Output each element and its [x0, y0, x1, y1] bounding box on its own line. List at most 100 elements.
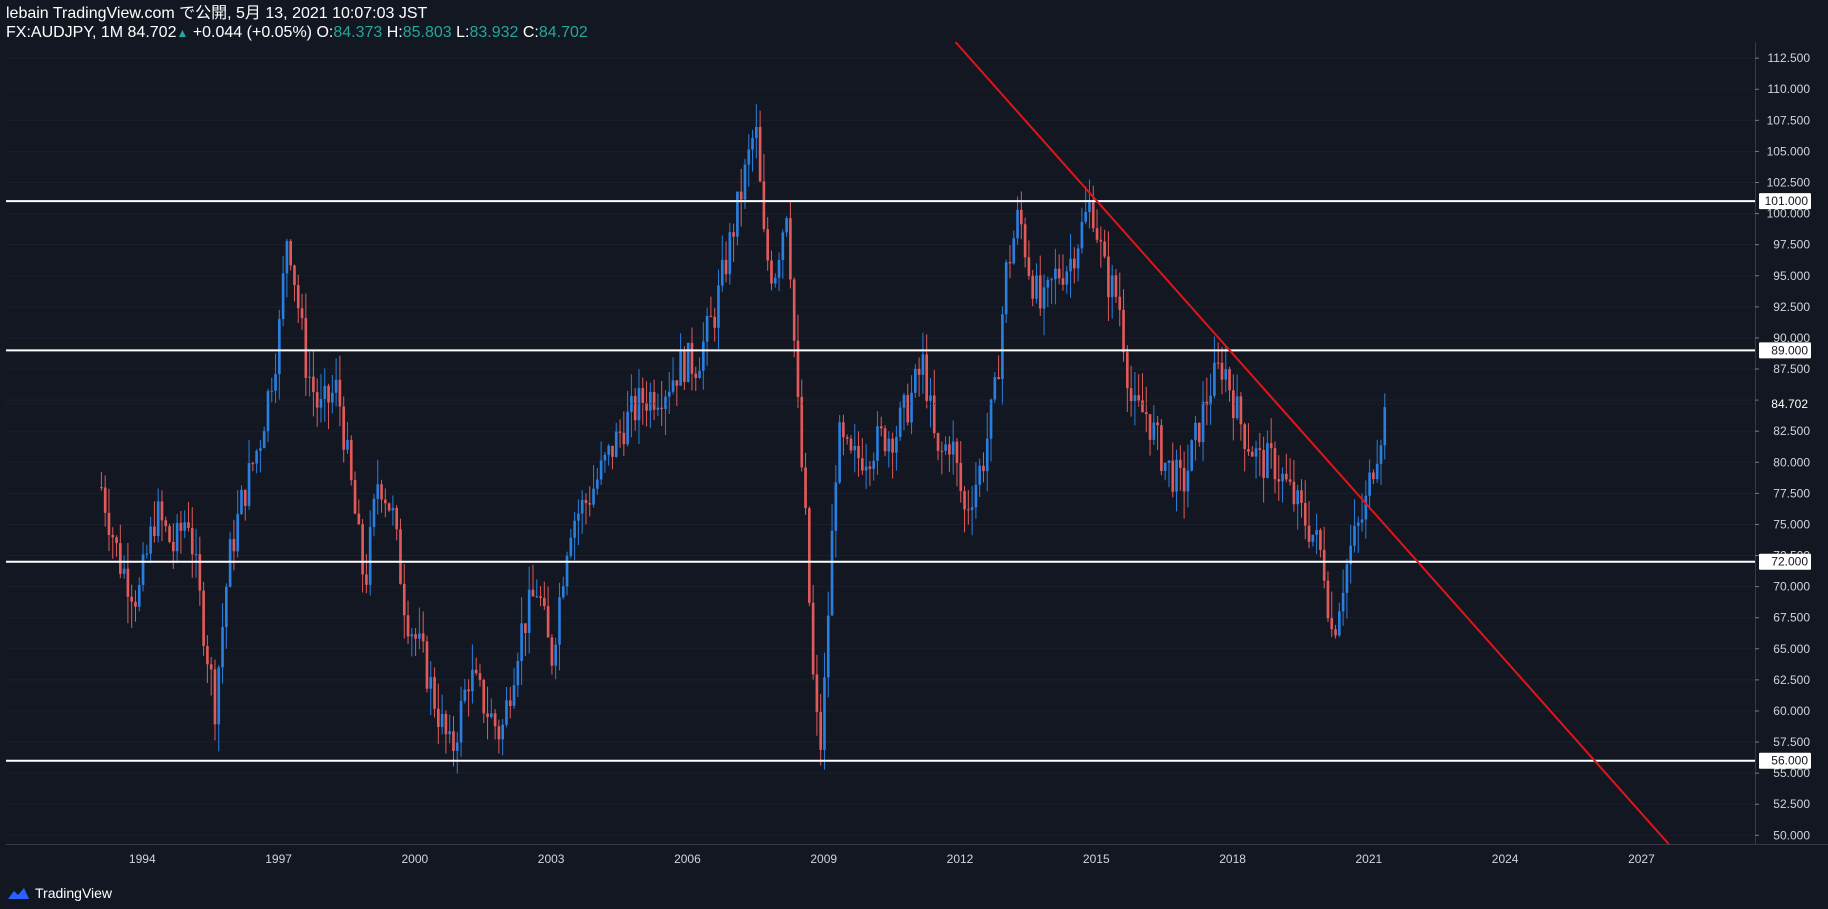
candle-body: [508, 700, 512, 706]
publisher-line: lebain TradingView.com で公開, 5月 13, 2021 …: [6, 5, 428, 22]
candle-body: [611, 445, 614, 457]
candle-body: [425, 641, 429, 689]
candle-body: [289, 240, 293, 266]
symbol-label[interactable]: FX:AUDJPY, 1M: [6, 24, 124, 41]
candle-body: [1273, 448, 1277, 480]
candle-body: [293, 265, 296, 286]
candle-body: [770, 260, 773, 284]
candle-body: [929, 395, 932, 401]
candle-body: [1296, 490, 1300, 505]
price-tick-label: 67.500: [1773, 611, 1810, 625]
chart-gridlines: [6, 57, 1755, 836]
candle-body: [1311, 534, 1315, 542]
level-label-box: [1759, 752, 1811, 769]
candle-body: [826, 615, 830, 678]
candle-body: [887, 438, 891, 452]
candle-body: [955, 441, 959, 463]
candle-body: [1122, 309, 1125, 353]
candle-body: [917, 368, 921, 375]
candle-body: [1190, 440, 1194, 471]
candle-body: [130, 596, 134, 602]
candle-body: [486, 713, 489, 718]
candle-body: [156, 501, 160, 536]
candle-body: [1080, 221, 1084, 249]
tradingview-cloud-icon: [8, 888, 29, 899]
candle-body: [380, 484, 383, 500]
candle-body: [153, 526, 156, 536]
candle-body: [516, 661, 520, 686]
time-axis[interactable]: 1994 1997 2000 2003 2006 2009 2012 2015 2018 2021…: [129, 852, 1655, 866]
candle-body: [149, 526, 152, 554]
candle-body: [895, 436, 898, 453]
candle-body: [645, 403, 648, 411]
horizontal-levels[interactable]: [6, 200, 1755, 762]
candle-body: [232, 539, 236, 552]
candle-body: [421, 633, 425, 642]
candle-body: [482, 679, 486, 714]
candle-body: [1114, 275, 1118, 297]
candle-body: [588, 503, 592, 505]
candle-body: [842, 422, 845, 438]
candle-body: [221, 627, 224, 668]
candle-body: [342, 406, 346, 450]
time-tick-label: 2006: [674, 852, 701, 866]
candle-body: [455, 742, 459, 751]
current-price-text: 84.702: [1771, 397, 1808, 411]
candle-body: [1349, 545, 1353, 565]
candle-body: [319, 399, 323, 408]
trendline[interactable]: [954, 41, 1670, 845]
candle-body: [951, 441, 955, 455]
candle-body: [834, 482, 838, 531]
candle-body: [1001, 314, 1004, 379]
close-value: 84.702: [538, 24, 588, 41]
candle-body: [569, 537, 573, 556]
level-label-text: 101.000: [1765, 194, 1809, 208]
candle-body: [240, 489, 243, 514]
candle-body: [1088, 202, 1091, 213]
candle-body: [334, 379, 338, 393]
level-label-text: 72.000: [1771, 555, 1808, 569]
candle-body: [527, 589, 531, 634]
candle-body: [925, 354, 929, 401]
candle-body: [713, 316, 717, 328]
candle-body: [1194, 422, 1197, 441]
candle-body: [126, 568, 130, 597]
candle-body: [724, 259, 728, 275]
candle-body: [1107, 256, 1110, 298]
candle-body: [906, 395, 910, 423]
candle-body: [1103, 241, 1106, 257]
candle-body: [993, 377, 997, 400]
candle-body: [376, 484, 380, 499]
price-tick-label: 60.000: [1773, 704, 1810, 718]
candle-body: [777, 259, 781, 278]
candle-body: [1027, 257, 1031, 276]
candle-body: [1065, 271, 1069, 285]
candle-body: [857, 445, 860, 459]
price-axis[interactable]: 50.000 52.500 55.000 57.500 60.000 62.500 65.0…: [1755, 51, 1810, 842]
price-change: +0.044 (+0.05%): [192, 24, 313, 41]
up-arrow-icon: ▲: [176, 26, 189, 40]
candle-body: [198, 554, 202, 591]
candle-body: [948, 444, 951, 455]
candle-body: [331, 392, 334, 403]
candle-body: [228, 539, 232, 587]
candle-body: [652, 391, 656, 410]
price-tick-label: 102.500: [1767, 176, 1811, 190]
candle-body: [141, 554, 145, 585]
tradingview-footer[interactable]: TradingView: [4, 885, 112, 901]
candle-body: [800, 396, 804, 468]
candle-body: [315, 392, 319, 408]
candle-body: [1091, 202, 1095, 229]
candle-body: [1338, 611, 1341, 636]
candle-body: [914, 368, 917, 393]
candle-body: [1292, 481, 1296, 505]
candle-body: [845, 437, 849, 439]
candle-body: [626, 411, 629, 445]
candle-body: [115, 537, 118, 544]
candle-body: [823, 677, 826, 750]
candle-body: [660, 407, 664, 410]
candle-body: [1054, 268, 1057, 280]
candle-body: [1228, 369, 1231, 391]
candle-body: [338, 379, 342, 407]
